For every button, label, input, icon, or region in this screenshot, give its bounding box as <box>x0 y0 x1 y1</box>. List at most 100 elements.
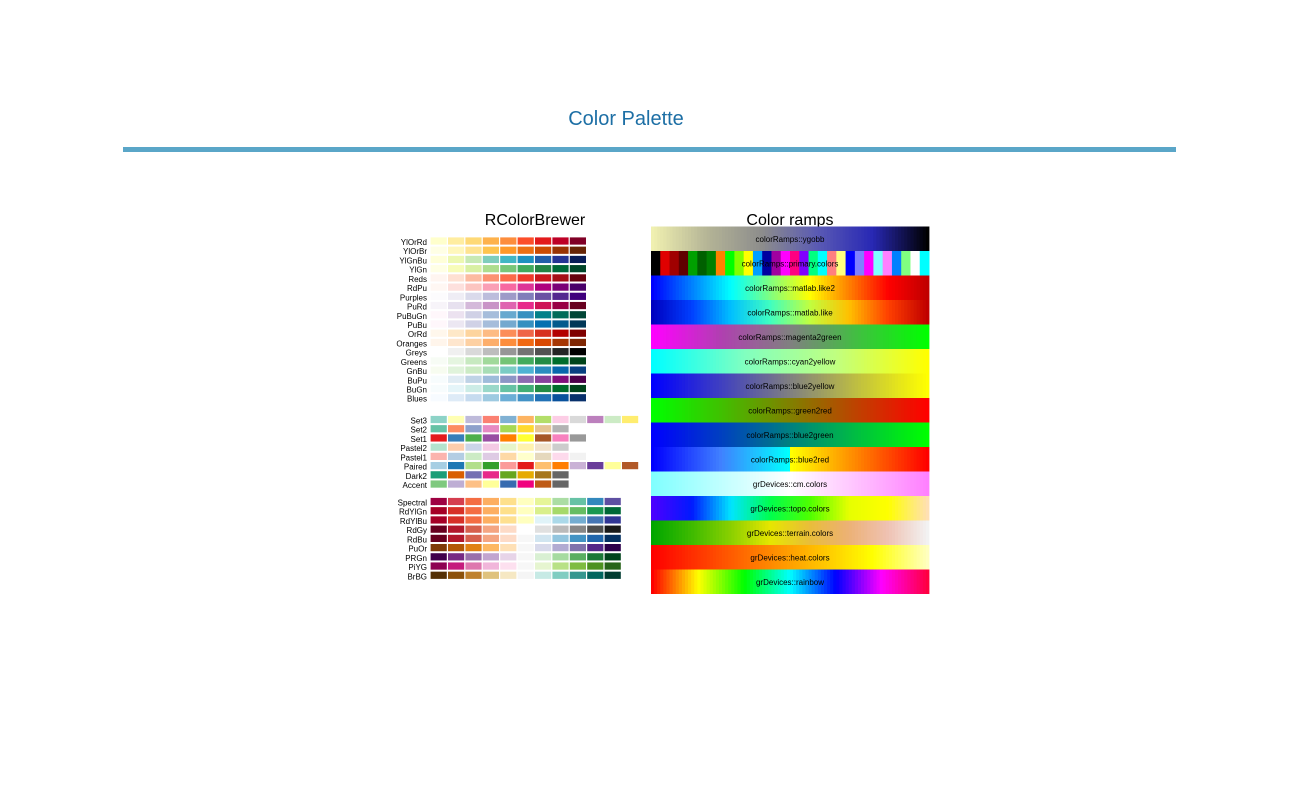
ramp-cell <box>737 520 741 545</box>
ramp-cell <box>820 324 825 349</box>
ramp-cell <box>752 496 757 521</box>
ramp-cell <box>830 373 834 398</box>
ramp-cell <box>808 496 813 521</box>
ramp-cell <box>675 447 680 472</box>
ramp-label-3: colorRamps::matlab.like2 <box>745 284 835 293</box>
ramp-cell <box>694 398 698 423</box>
ramp-cell <box>762 251 772 276</box>
palette-label-blues: Blues <box>407 395 427 404</box>
ramp-cell <box>756 324 760 349</box>
ramp-cell <box>882 545 887 570</box>
ramp-cell <box>842 300 846 325</box>
ramp-cell <box>922 373 927 398</box>
swatch-pubu-1 <box>430 320 447 328</box>
ramp-cell <box>706 496 711 521</box>
ramp-cell <box>768 349 772 374</box>
ramp-cell <box>910 324 914 349</box>
ramp-cell <box>904 471 908 496</box>
ramp-cell <box>919 349 924 374</box>
ramp-cell <box>678 324 683 349</box>
ramp-cell <box>684 226 689 251</box>
swatch-ylgn-5 <box>500 265 517 273</box>
ramp-cell <box>651 422 655 447</box>
ramp-cell <box>743 300 748 325</box>
swatch-accent-4 <box>482 480 499 488</box>
ramp-cell <box>777 398 782 423</box>
ramp-cell <box>904 496 908 521</box>
ramp-cell <box>907 349 911 374</box>
ramp-cell <box>765 349 769 374</box>
ramp-cell <box>867 545 871 570</box>
ramp-cell <box>768 226 772 251</box>
ramp-cell <box>891 349 896 374</box>
swatch-rdylgn-11 <box>604 507 621 515</box>
ramp-cell <box>827 422 831 447</box>
swatch-brbg-7 <box>535 571 552 579</box>
ramp-cell <box>910 520 914 545</box>
ramp-cell <box>712 373 717 398</box>
ramp-cell <box>759 471 763 496</box>
ramp-cell <box>808 422 813 447</box>
ramp-cell <box>808 349 813 374</box>
ramp-cell <box>681 349 686 374</box>
ramp-cell <box>891 422 896 447</box>
ramp-cell <box>851 545 856 570</box>
ramp-cell <box>913 300 918 325</box>
ramp-cell <box>867 422 871 447</box>
ramp-cell <box>657 300 661 325</box>
ramp-cell <box>684 471 689 496</box>
ramp-cell <box>691 300 695 325</box>
swatch-greys-8 <box>552 348 569 356</box>
swatch-oranges-4 <box>482 338 499 347</box>
ramp-cell <box>756 300 760 325</box>
ramp-cell <box>725 349 729 374</box>
ramp-cell <box>882 520 887 545</box>
ramp-cell <box>691 569 695 594</box>
palette-label-accent: Accent <box>403 481 428 490</box>
page-title: Color Palette <box>568 108 684 130</box>
swatch-accent-8 <box>552 480 569 488</box>
swatch-greys-6 <box>517 348 534 356</box>
swatch-pastel2-8 <box>552 443 569 451</box>
ramp-cell <box>823 275 828 300</box>
swatch-rdylgn-8 <box>552 507 569 515</box>
ramp-cell <box>743 226 748 251</box>
ramp-cell <box>823 422 828 447</box>
ramp-cell <box>861 545 865 570</box>
ramp-cell <box>718 447 723 472</box>
ramp-cell <box>765 300 769 325</box>
ramp-cell <box>746 520 751 545</box>
ramp-cell <box>799 496 803 521</box>
ramp-cell <box>749 496 754 521</box>
ramp-cell <box>898 520 902 545</box>
swatch-spectral-11 <box>604 497 621 506</box>
ramp-cell <box>817 226 822 251</box>
ramp-cell <box>725 496 729 521</box>
swatch-greens-6 <box>517 357 534 365</box>
ramp-cell <box>697 373 701 398</box>
palette-label-rdbu: RdBu <box>407 535 427 544</box>
ramp-cell <box>765 226 769 251</box>
swatch-pubu-4 <box>482 320 499 328</box>
ramp-cell <box>786 300 791 325</box>
ramp-cell <box>873 471 877 496</box>
ramp-cell <box>895 226 899 251</box>
ramp-cell <box>839 349 843 374</box>
swatch-prgn-10 <box>587 553 604 561</box>
ramp-cell <box>688 226 692 251</box>
ramp-cell <box>919 226 924 251</box>
ramp-cell <box>749 520 754 545</box>
swatch-rdbu-4 <box>482 534 499 542</box>
ramp-cell <box>802 398 806 423</box>
ramp-cell <box>817 520 822 545</box>
ramp-cell <box>654 569 658 594</box>
swatch-purples-8 <box>552 292 569 300</box>
swatch-puor-6 <box>517 544 534 552</box>
ramp-cell <box>827 251 837 276</box>
swatch-pastel1-5 <box>500 452 517 460</box>
ramp-cell <box>857 275 862 300</box>
ramp-cell <box>879 398 884 423</box>
ramp-cell <box>925 300 930 325</box>
swatch-spectral-2 <box>448 497 465 506</box>
